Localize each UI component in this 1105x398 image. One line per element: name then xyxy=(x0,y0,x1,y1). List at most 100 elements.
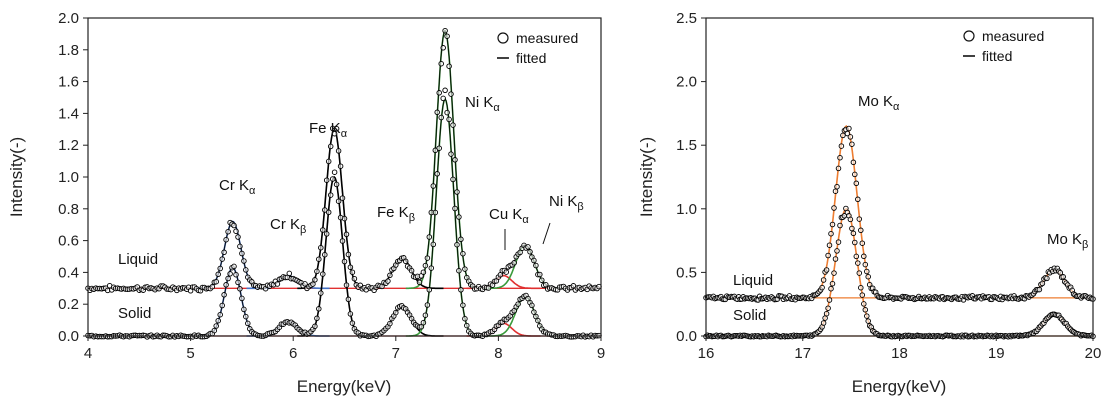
liquid-measured-point xyxy=(840,132,846,139)
liquid-measured-point xyxy=(426,234,433,240)
liquid-measured-point xyxy=(408,267,415,274)
liquid-measured-point xyxy=(838,143,845,149)
liquid-measured-point xyxy=(387,272,393,279)
liquid-measured-point xyxy=(829,221,836,228)
liquid-measured-point xyxy=(325,158,332,165)
liquid-measured-point xyxy=(847,134,854,140)
y-tick-label: 0.0 xyxy=(58,328,79,345)
liquid-measured-point xyxy=(416,279,423,286)
liquid-measured-point xyxy=(343,231,350,238)
solid-measured-point xyxy=(213,323,219,329)
solid-measured-point xyxy=(847,216,854,223)
y-tick-label: 0.0 xyxy=(676,328,697,345)
liquid-measured-point xyxy=(219,256,225,262)
y-tick-label: 1.2 xyxy=(58,137,79,154)
liquid-measured-point xyxy=(861,253,867,260)
solid-measured-point xyxy=(387,320,393,327)
liquid-measured-point xyxy=(826,242,833,248)
right-liquid-label: Liquid xyxy=(733,272,773,289)
solid-measured-point xyxy=(312,323,318,330)
solid-measured-point xyxy=(227,271,233,277)
x-tick-label: 16 xyxy=(698,345,715,362)
solid-measured-point xyxy=(446,116,452,123)
solid-measured-point xyxy=(434,171,440,177)
solid-measured-point xyxy=(850,230,857,237)
liquid-fe-peak-fit xyxy=(297,128,372,290)
liquid-measured-point xyxy=(832,188,839,194)
legend-measured-marker xyxy=(497,32,509,44)
solid-measured-point xyxy=(217,311,223,318)
liquid-measured-point xyxy=(852,171,858,178)
liquid-measured-point xyxy=(527,249,533,255)
solid-measured-point xyxy=(823,310,830,317)
liquid-measured-point xyxy=(239,250,245,257)
liquid-measured-point xyxy=(351,275,358,282)
left-y-axis-label: Intensity(-) xyxy=(7,137,26,217)
solid-measured-point xyxy=(331,169,338,175)
solid-measured-point xyxy=(231,263,237,270)
annotation-mo-k-beta: Mo Kβ xyxy=(1047,231,1088,251)
solid-measured-point xyxy=(241,306,247,313)
solid-measured-point xyxy=(436,145,442,151)
liquid-measured-point xyxy=(320,227,326,233)
y-tick-label: 1.0 xyxy=(58,169,79,186)
solid-measured-point xyxy=(327,192,334,198)
liquid-measured-point xyxy=(337,163,344,169)
liquid-measured-point xyxy=(424,255,431,261)
solid-measured-point xyxy=(325,209,332,216)
right-y-axis-label: Intensity(-) xyxy=(637,137,656,217)
liquid-measured-point xyxy=(456,214,462,220)
liquid-measured-point xyxy=(859,240,866,246)
solid-measured-point xyxy=(858,284,864,291)
solid-measured-point xyxy=(859,292,866,298)
x-tick-label: 17 xyxy=(794,345,811,362)
y-tick-label: 0.2 xyxy=(58,296,79,313)
solid-measured-point xyxy=(852,239,858,246)
x-tick-label: 18 xyxy=(891,345,908,362)
solid-measured-point xyxy=(822,315,828,321)
solid-measured-point xyxy=(422,312,429,318)
solid-measured-point xyxy=(444,109,450,116)
x-tick-label: 9 xyxy=(597,345,605,362)
liquid-measured-point xyxy=(823,267,830,273)
solid-measured-point xyxy=(832,256,839,262)
liquid-measured-point xyxy=(517,249,523,256)
solid-measured-point xyxy=(316,306,322,312)
liquid-cr-peak-fit xyxy=(195,220,270,290)
liquid-measured-point xyxy=(286,270,293,277)
solid-measured-point xyxy=(442,87,448,94)
solid-measured-point xyxy=(426,287,433,293)
liquid-measured-point xyxy=(434,109,440,116)
liquid-measured-point xyxy=(462,266,468,272)
right-solid-label: Solid xyxy=(733,307,766,324)
solid-measured-point xyxy=(849,225,855,232)
liquid-ni-peak-fit xyxy=(405,29,485,290)
solid-measured-point xyxy=(515,301,521,307)
solid-measured-point xyxy=(335,198,342,204)
annotation-cr-k-alpha: Cr Kα xyxy=(219,177,256,197)
annotation-mo-k-alpha: Mo Kα xyxy=(858,93,900,113)
left-legend-fitted: fitted xyxy=(516,50,546,66)
liquid-measured-point xyxy=(322,207,328,213)
solid-measured-point xyxy=(462,315,468,322)
liquid-measured-point xyxy=(231,222,237,229)
solid-measured-point xyxy=(343,282,350,288)
liquid-measured-point xyxy=(237,243,243,250)
liquid-measured-point xyxy=(243,267,249,273)
x-tick-label: 5 xyxy=(186,345,194,362)
y-tick-label: 1.8 xyxy=(58,42,79,59)
liquid-measured-point xyxy=(819,284,825,291)
solid-measured-point xyxy=(440,95,446,102)
liquid-measured-point xyxy=(310,281,316,287)
x-tick-label: 7 xyxy=(392,345,400,362)
solid-measured-point xyxy=(826,297,833,303)
solid-measured-point xyxy=(448,151,454,157)
solid-measured-point xyxy=(215,317,221,324)
x-tick-label: 4 xyxy=(84,345,92,362)
solid-measured-point xyxy=(454,241,460,248)
liquid-measured-point xyxy=(533,262,539,269)
liquid-measured-point xyxy=(314,268,320,275)
solid-measured-point xyxy=(318,290,324,296)
liquid-measured-point xyxy=(444,33,450,39)
